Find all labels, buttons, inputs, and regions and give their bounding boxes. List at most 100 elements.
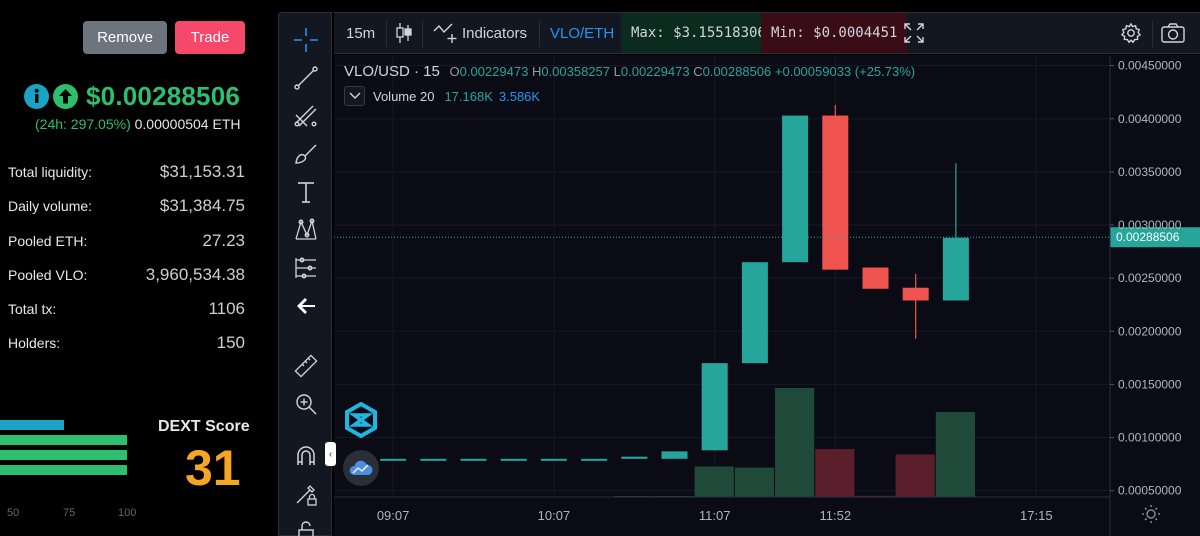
text-tool-icon[interactable] xyxy=(291,177,321,207)
x-tick-label: 10:07 xyxy=(538,508,571,523)
candle-body xyxy=(581,458,608,461)
candle-body xyxy=(621,456,648,459)
screenshot-camera-icon[interactable] xyxy=(1160,13,1186,53)
candle-body xyxy=(500,458,527,461)
toolbar-divider xyxy=(386,21,387,47)
candle-body xyxy=(782,115,809,263)
crosshair-icon[interactable] xyxy=(291,25,321,55)
remove-button[interactable]: Remove xyxy=(83,21,167,54)
volume-bar xyxy=(694,466,734,497)
stat-value: 3,960,534.38 xyxy=(145,265,245,284)
magnet-icon[interactable] xyxy=(291,441,321,471)
stat-total-tx: Total tx: 1106 xyxy=(8,297,245,321)
stat-value: $31,153.31 xyxy=(159,162,245,181)
volume-value-a: 17.168K xyxy=(444,88,493,104)
chevron-down-icon[interactable] xyxy=(344,86,365,106)
score-axis-tick: 50 xyxy=(7,507,20,519)
unlock-icon[interactable] xyxy=(291,515,321,536)
indicators-icon xyxy=(433,23,457,43)
brush-icon[interactable] xyxy=(291,139,321,169)
x-tick-label: 17:15 xyxy=(1020,508,1053,523)
candle-body xyxy=(862,267,889,289)
candle-body xyxy=(741,262,768,364)
candle-body xyxy=(460,458,487,461)
dext-score-bars xyxy=(0,420,130,482)
y-tick-label: 0.00300000 xyxy=(1118,218,1182,232)
y-tick-label: 0.00050000 xyxy=(1118,484,1182,498)
volume-legend: Volume 20 17.168K 3.586K xyxy=(344,86,540,106)
pattern-tool-icon[interactable] xyxy=(291,215,321,245)
lock-drawing-icon[interactable] xyxy=(291,479,321,509)
prediction-tool-icon[interactable] xyxy=(291,253,321,283)
stat-holders: Holders: 150 xyxy=(8,331,245,355)
volume-bar xyxy=(855,495,895,497)
y-tick-label: 0.00450000 xyxy=(1118,59,1182,73)
back-arrow-icon[interactable] xyxy=(291,291,321,321)
stat-pooled-vlo: Pooled VLO: 3,960,534.38 xyxy=(8,263,245,287)
stat-value: 150 xyxy=(216,333,245,352)
x-tick-label: 11:07 xyxy=(699,508,731,523)
axis-settings-icon[interactable] xyxy=(1142,505,1160,523)
current-price-label: 0.00288506 xyxy=(1116,230,1180,244)
collapse-panel-handle[interactable]: ‹ xyxy=(325,442,336,466)
legend-close-key: C xyxy=(693,64,703,79)
ruler-icon[interactable] xyxy=(291,351,321,381)
legend-symbol[interactable]: VLO/USD · 15 xyxy=(344,63,440,80)
stat-label: Total tx: xyxy=(8,301,57,317)
ohlc-legend: VLO/USD · 15 O0.00229473 H0.00358257 L0.… xyxy=(344,63,915,80)
legend-low-key: L xyxy=(613,64,621,79)
y-tick-label: 0.00250000 xyxy=(1118,271,1182,285)
stat-value: $31,384.75 xyxy=(159,196,245,215)
x-tick-label: 11:52 xyxy=(820,508,852,523)
change-24h: (24h: 297.05%) xyxy=(35,116,131,132)
indicators-button[interactable]: Indicators xyxy=(432,13,527,53)
stat-value: 1106 xyxy=(208,299,245,318)
dext-score-bar xyxy=(0,450,127,460)
candle-body xyxy=(661,451,688,459)
score-axis-tick: 75 xyxy=(63,507,76,519)
cloud-icon[interactable] xyxy=(343,450,379,486)
token-stats-panel: Remove Trade $0.00288506 (24h: 297.05%) … xyxy=(0,0,278,536)
toolbar-divider xyxy=(1152,21,1153,47)
volume-bar xyxy=(895,454,935,497)
fullscreen-icon[interactable] xyxy=(903,13,925,53)
arrow-up-icon xyxy=(53,83,78,109)
fib-tool-icon[interactable] xyxy=(291,101,321,131)
pair-switch-button[interactable]: VLO/ETH xyxy=(550,24,615,42)
volume-label: Volume 20 xyxy=(373,88,435,104)
interval-button[interactable]: 15m xyxy=(346,24,376,42)
volume-bar xyxy=(815,449,855,497)
toolbar-divider xyxy=(539,21,540,47)
volume-value-b: 3.586K xyxy=(498,88,541,104)
legend-high: 0.00358257 xyxy=(541,64,611,79)
info-icon[interactable] xyxy=(24,83,49,109)
candle-body xyxy=(420,458,447,461)
indicators-label: Indicators xyxy=(462,24,528,42)
stat-value: 27.23 xyxy=(202,231,245,250)
stat-pooled-eth: Pooled ETH: 27.23 xyxy=(8,229,245,253)
stat-total-liquidity: Total liquidity: $31,153.31 xyxy=(8,160,245,184)
zoom-in-icon[interactable] xyxy=(291,389,321,419)
stat-label: Daily volume: xyxy=(8,198,93,214)
volume-bar xyxy=(734,467,774,497)
settings-gear-icon[interactable] xyxy=(1120,13,1142,53)
dext-score-bar xyxy=(0,465,127,475)
trend-line-icon[interactable] xyxy=(291,63,321,93)
candle-type-icon[interactable] xyxy=(394,13,414,53)
legend-open: 0.00229473 xyxy=(459,64,529,79)
dext-score-bar xyxy=(0,420,64,430)
trade-button[interactable]: Trade xyxy=(175,21,245,54)
candle-body xyxy=(380,458,407,461)
candle-body xyxy=(942,237,969,301)
y-tick-label: 0.00400000 xyxy=(1118,112,1182,126)
candle-body xyxy=(540,458,567,461)
stat-daily-volume: Daily volume: $31,384.75 xyxy=(8,194,245,218)
legend-close: 0.00288506 xyxy=(702,64,772,79)
legend-high-key: H xyxy=(531,64,542,79)
y-tick-label: 0.00350000 xyxy=(1118,165,1182,179)
price-eth: 0.00000504 ETH xyxy=(134,116,241,132)
toolbar-divider xyxy=(422,21,423,47)
stat-label: Pooled VLO: xyxy=(8,267,88,283)
dextools-logo-icon xyxy=(343,401,379,439)
